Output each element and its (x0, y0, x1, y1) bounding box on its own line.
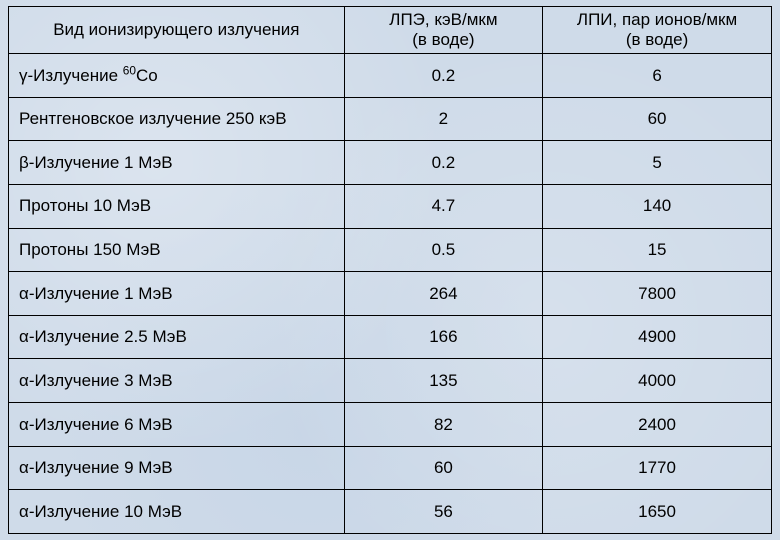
cell-type: α-Излучение 6 МэВ (9, 403, 345, 447)
table-row: β-Излучение 1 МэВ0.25 (9, 141, 772, 185)
table-row: α-Излучение 1 МэВ2647800 (9, 272, 772, 316)
cell-lpi: 4000 (543, 359, 772, 403)
cell-lpi: 4900 (543, 315, 772, 359)
cell-type: α-Излучение 3 МэВ (9, 359, 345, 403)
table-row: α-Излучение 10 МэВ561650 (9, 490, 772, 534)
cell-lpi: 1650 (543, 490, 772, 534)
table-row: γ-Излучение 60Co0.26 (9, 54, 772, 98)
cell-lpi: 7800 (543, 272, 772, 316)
cell-lpi: 60 (543, 97, 772, 141)
cell-type: Протоны 10 МэВ (9, 184, 345, 228)
table-body: γ-Излучение 60Co0.26Рентгеновское излуче… (9, 54, 772, 534)
cell-lpe: 166 (344, 315, 542, 359)
col-header-type: Вид ионизирующего излучения (9, 7, 345, 54)
cell-lpi: 5 (543, 141, 772, 185)
col-header-lpi: ЛПИ, пар ионов/мкм(в воде) (543, 7, 772, 54)
cell-type: β-Излучение 1 МэВ (9, 141, 345, 185)
table-row: α-Излучение 2.5 МэВ1664900 (9, 315, 772, 359)
radiation-table: Вид ионизирующего излучения ЛПЭ, кэВ/мкм… (8, 6, 772, 534)
table-row: α-Излучение 3 МэВ1354000 (9, 359, 772, 403)
cell-type: Рентгеновское излучение 250 кэВ (9, 97, 345, 141)
table-row: Протоны 150 МэВ0.515 (9, 228, 772, 272)
cell-lpe: 56 (344, 490, 542, 534)
table-row: α-Излучение 6 МэВ822400 (9, 403, 772, 447)
cell-lpe: 0.2 (344, 54, 542, 98)
table-row: Протоны 10 МэВ4.7140 (9, 184, 772, 228)
cell-lpe: 0.5 (344, 228, 542, 272)
table-header-row: Вид ионизирующего излучения ЛПЭ, кэВ/мкм… (9, 7, 772, 54)
cell-lpe: 264 (344, 272, 542, 316)
cell-type: α-Излучение 2.5 МэВ (9, 315, 345, 359)
cell-lpi: 2400 (543, 403, 772, 447)
cell-lpe: 82 (344, 403, 542, 447)
cell-lpi: 1770 (543, 446, 772, 490)
table-row: α-Излучение 9 МэВ601770 (9, 446, 772, 490)
cell-lpe: 60 (344, 446, 542, 490)
cell-lpe: 0.2 (344, 141, 542, 185)
cell-type: α-Излучение 10 МэВ (9, 490, 345, 534)
cell-lpi: 140 (543, 184, 772, 228)
cell-lpe: 4.7 (344, 184, 542, 228)
cell-type: Протоны 150 МэВ (9, 228, 345, 272)
cell-type: α-Излучение 1 МэВ (9, 272, 345, 316)
cell-type: α-Излучение 9 МэВ (9, 446, 345, 490)
cell-lpi: 6 (543, 54, 772, 98)
cell-lpe: 2 (344, 97, 542, 141)
cell-lpi: 15 (543, 228, 772, 272)
cell-type: γ-Излучение 60Co (9, 54, 345, 98)
cell-lpe: 135 (344, 359, 542, 403)
table-row: Рентгеновское излучение 250 кэВ260 (9, 97, 772, 141)
col-header-lpe: ЛПЭ, кэВ/мкм(в воде) (344, 7, 542, 54)
table-container: Вид ионизирующего излучения ЛПЭ, кэВ/мкм… (0, 0, 780, 540)
